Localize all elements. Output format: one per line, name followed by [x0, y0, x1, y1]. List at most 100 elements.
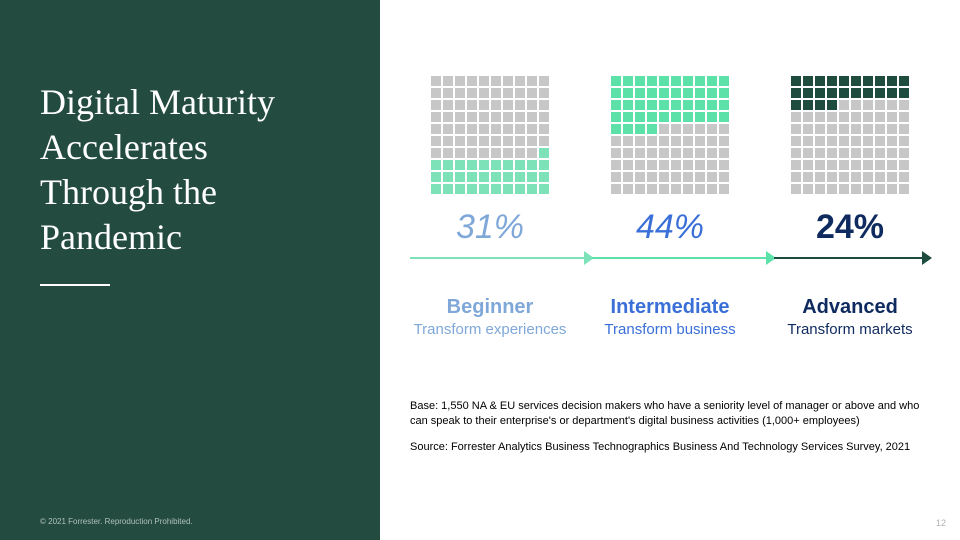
waffle-cell: [899, 184, 909, 194]
page-number: 12: [936, 518, 946, 528]
waffle-cell: [467, 172, 477, 182]
right-panel: 31%44%24% BeginnerTransform experiencesI…: [380, 0, 960, 540]
waffle-cell: [719, 148, 729, 158]
waffle-cell: [851, 112, 861, 122]
waffle-cell: [899, 136, 909, 146]
waffle-cell: [875, 112, 885, 122]
waffle-cell: [875, 184, 885, 194]
waffle-cell: [491, 112, 501, 122]
waffle-cell: [431, 88, 441, 98]
waffle-cell: [815, 76, 825, 86]
waffle-cell: [875, 136, 885, 146]
waffle-cell: [707, 76, 717, 86]
waffle-cell: [491, 136, 501, 146]
waffle-cell: [839, 88, 849, 98]
waffle-cell: [815, 148, 825, 158]
waffle-cell: [479, 76, 489, 86]
waffle-cell: [899, 112, 909, 122]
waffle-cell: [683, 184, 693, 194]
label-col-advanced: AdvancedTransform markets: [770, 295, 930, 339]
waffle-cell: [611, 136, 621, 146]
waffle-cell: [899, 88, 909, 98]
waffle-cell: [431, 100, 441, 110]
waffle-cell: [527, 172, 537, 182]
footnote: Base: 1,550 NA & EU services decision ma…: [410, 399, 920, 455]
chart-col-beginner: 31%: [410, 76, 570, 247]
waffle-cell: [635, 184, 645, 194]
waffle-cell: [827, 136, 837, 146]
waffle-cell: [827, 124, 837, 134]
waffle-cell: [479, 112, 489, 122]
waffle-cell: [791, 112, 801, 122]
waffle-cell: [839, 184, 849, 194]
pct-advanced: 24%: [816, 208, 884, 247]
waffle-cell: [431, 160, 441, 170]
waffle-cell: [443, 160, 453, 170]
waffle-cell: [803, 100, 813, 110]
waffle-cell: [695, 100, 705, 110]
axis-arrow: [922, 251, 932, 265]
waffle-cell: [491, 88, 501, 98]
waffle-cell: [647, 172, 657, 182]
waffle-cell: [683, 136, 693, 146]
waffle-cell: [635, 76, 645, 86]
waffle-cell: [503, 100, 513, 110]
waffle-cell: [815, 160, 825, 170]
waffle-cell: [659, 136, 669, 146]
waffle-cell: [647, 184, 657, 194]
pct-intermediate: 44%: [636, 208, 704, 247]
waffle-cell: [683, 112, 693, 122]
waffle-cell: [635, 160, 645, 170]
waffle-cell: [803, 124, 813, 134]
waffle-cell: [515, 148, 525, 158]
axis-segment: [592, 257, 774, 259]
waffle-cell: [623, 124, 633, 134]
waffle-cell: [875, 160, 885, 170]
waffle-cell: [815, 172, 825, 182]
waffle-cell: [863, 88, 873, 98]
waffle-cell: [671, 112, 681, 122]
waffle-cell: [611, 88, 621, 98]
waffle-cell: [467, 124, 477, 134]
waffle-cell: [863, 112, 873, 122]
waffle-cell: [863, 100, 873, 110]
waffle-cell: [707, 172, 717, 182]
waffle-cell: [851, 184, 861, 194]
waffle-cell: [467, 88, 477, 98]
waffle-cell: [815, 100, 825, 110]
slide: Digital Maturity Accelerates Through the…: [0, 0, 960, 540]
waffle-cell: [839, 160, 849, 170]
waffle-cell: [791, 76, 801, 86]
waffle-cell: [431, 184, 441, 194]
waffle-cell: [875, 88, 885, 98]
waffle-cell: [635, 172, 645, 182]
waffle-cell: [839, 148, 849, 158]
waffle-cell: [671, 76, 681, 86]
waffle-cell: [707, 136, 717, 146]
waffle-cell: [887, 100, 897, 110]
waffle-cell: [803, 76, 813, 86]
waffle-cell: [455, 112, 465, 122]
waffle-cell: [875, 148, 885, 158]
waffle-cell: [671, 184, 681, 194]
waffle-cell: [707, 88, 717, 98]
waffle-cell: [479, 172, 489, 182]
waffle-cell: [455, 88, 465, 98]
waffle-cell: [527, 100, 537, 110]
waffle-cell: [623, 184, 633, 194]
waffle-cell: [803, 112, 813, 122]
waffle-advanced: [791, 76, 909, 194]
waffle-cell: [839, 112, 849, 122]
waffle-cell: [791, 124, 801, 134]
waffle-cell: [539, 112, 549, 122]
waffle-cell: [659, 88, 669, 98]
waffle-cell: [791, 160, 801, 170]
waffle-cell: [851, 100, 861, 110]
waffle-cell: [443, 76, 453, 86]
waffle-cell: [455, 172, 465, 182]
waffle-cell: [659, 112, 669, 122]
charts-row: 31% 44% 24%: [410, 76, 930, 247]
waffle-cell: [671, 100, 681, 110]
waffle-cell: [635, 100, 645, 110]
waffle-cell: [491, 76, 501, 86]
